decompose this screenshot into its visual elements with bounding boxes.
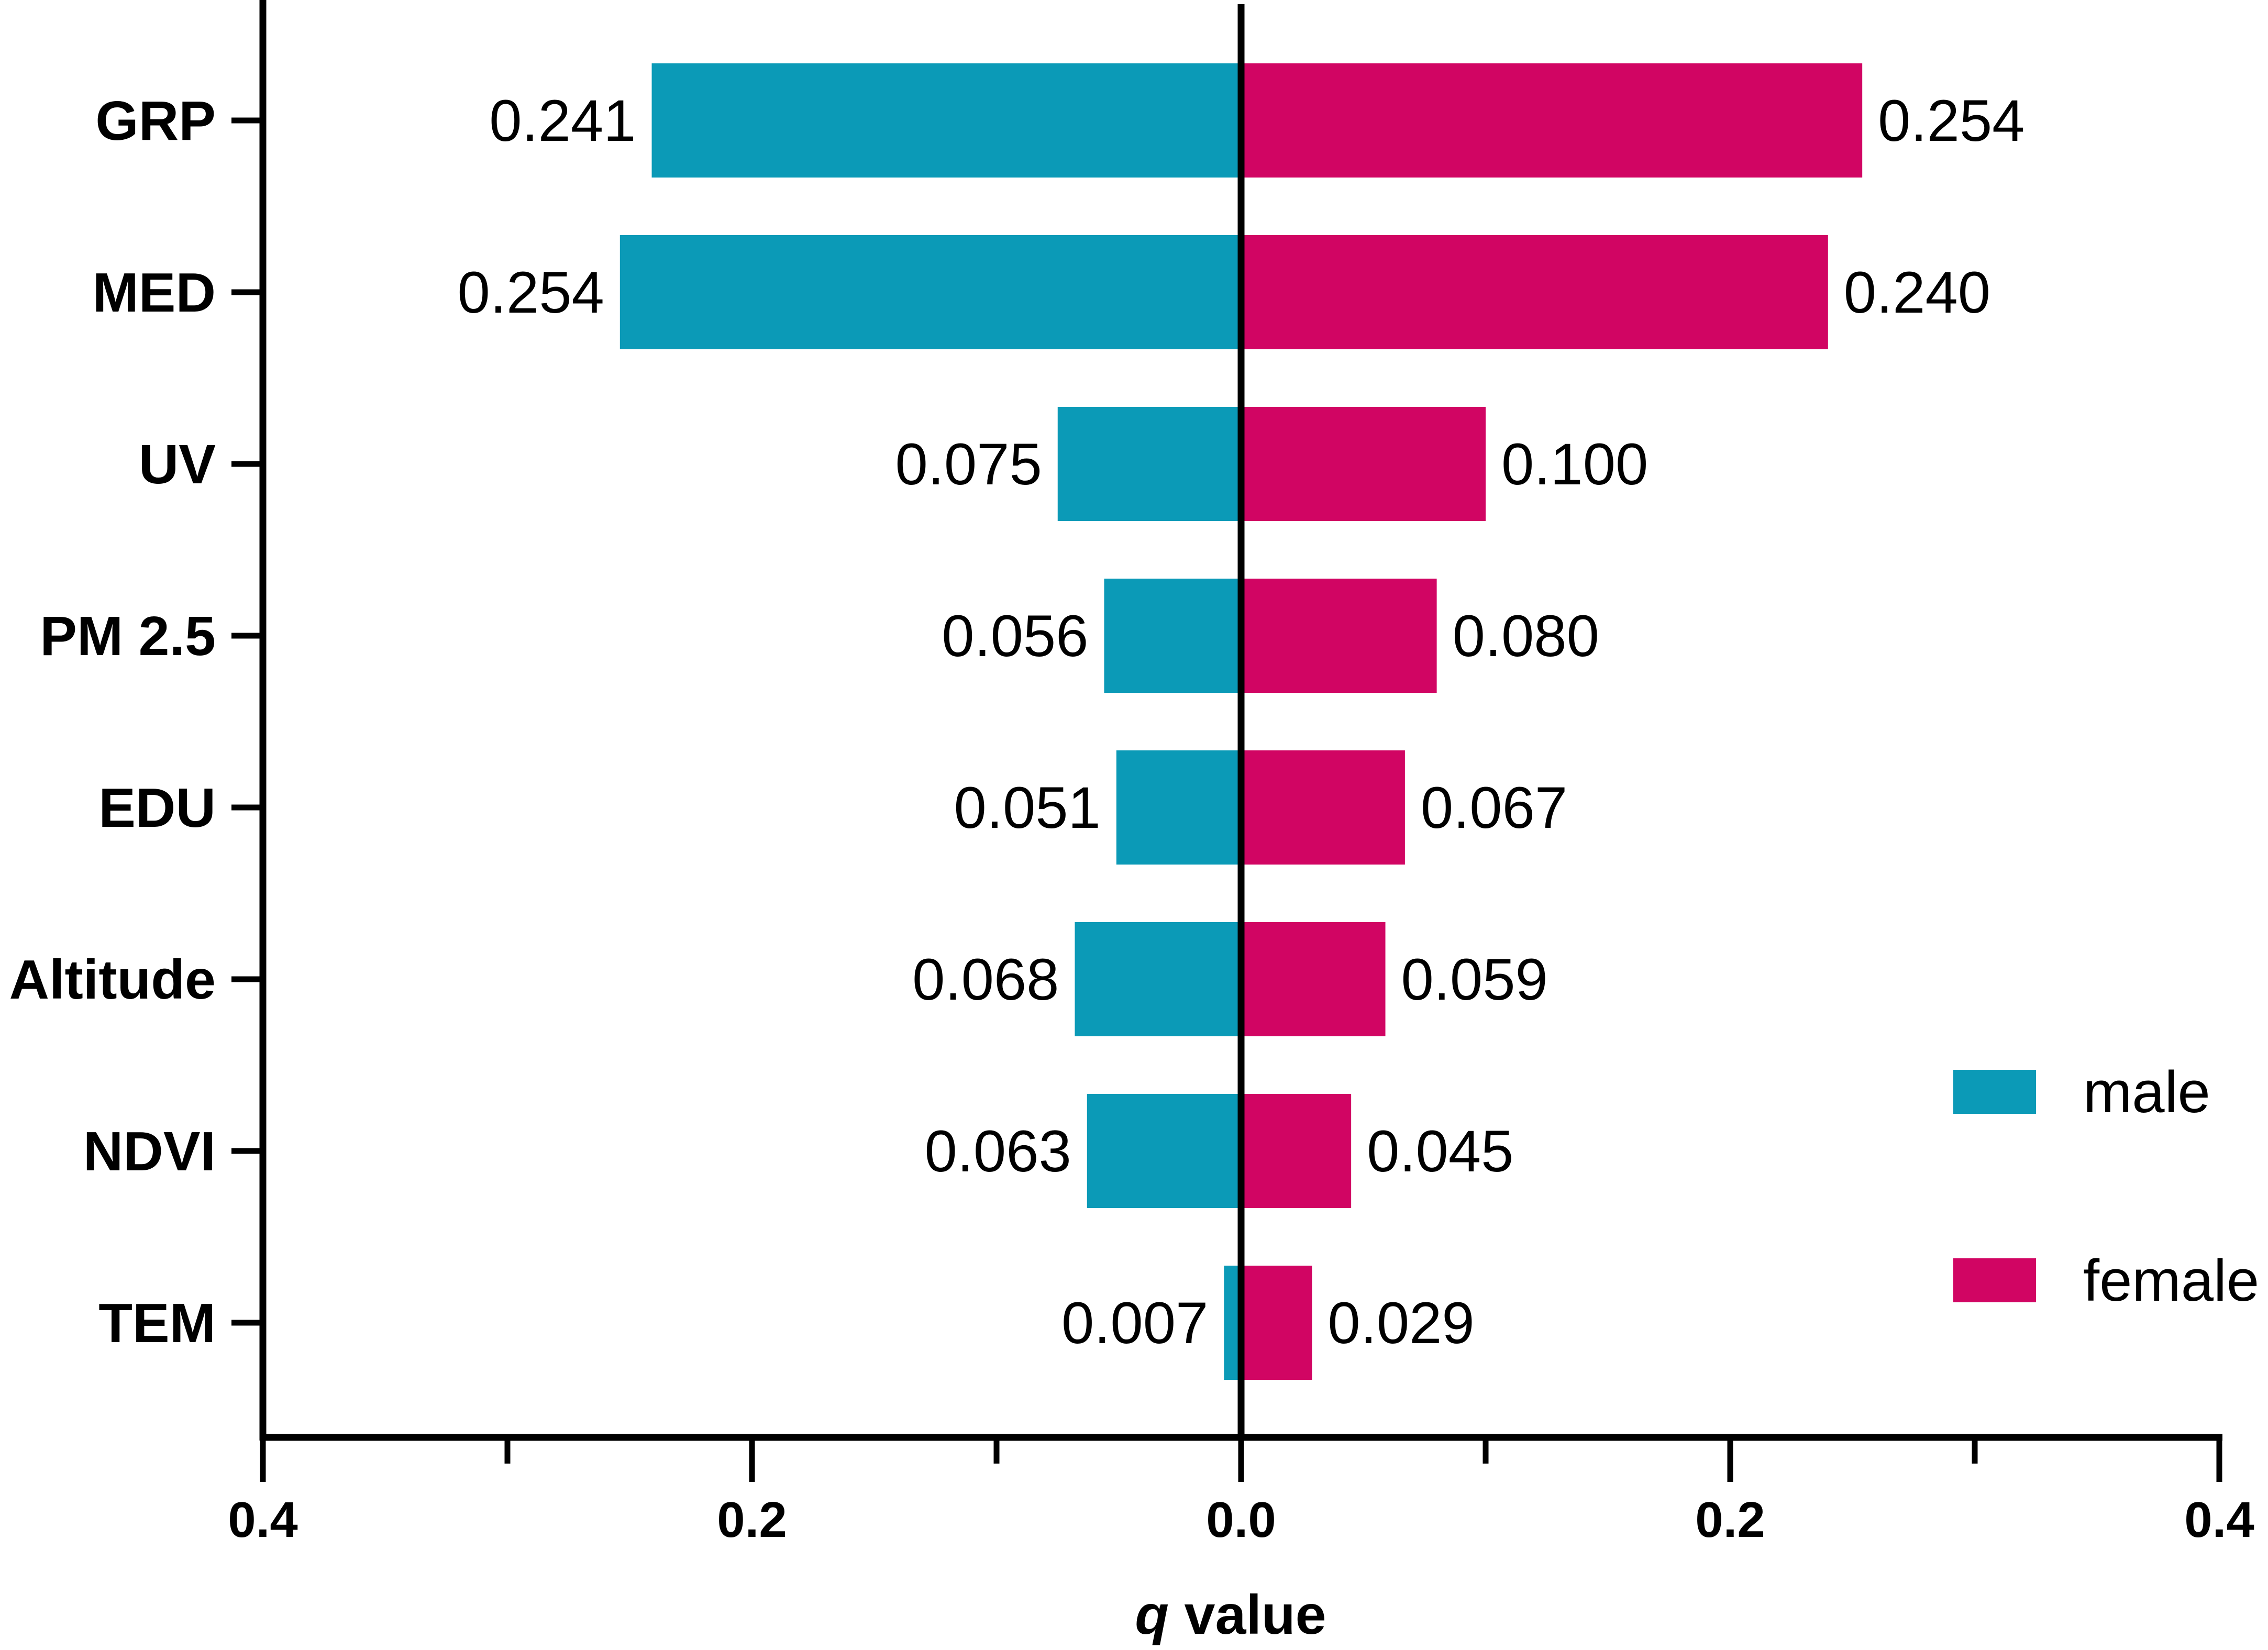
bar-female-1 [1241, 235, 1828, 349]
data-label-male-6: 0.063 [925, 1119, 1071, 1184]
x-tick-label-1: 0.2 [717, 1492, 787, 1548]
x-tick-label-3: 0.2 [1695, 1492, 1765, 1548]
data-label-male-2: 0.075 [895, 431, 1042, 497]
data-label-female-6: 0.045 [1367, 1119, 1513, 1184]
bar-female-0 [1241, 63, 1863, 178]
x-tick-label-0: 0.4 [228, 1492, 297, 1548]
x-axis-title: q value [1135, 1584, 1326, 1646]
data-label-male-4: 0.051 [954, 775, 1101, 840]
category-label-7: TEM [98, 1292, 216, 1354]
data-label-female-4: 0.067 [1421, 775, 1567, 840]
data-label-male-7: 0.007 [1061, 1290, 1208, 1356]
bar-female-3 [1241, 579, 1437, 693]
data-label-female-3: 0.080 [1453, 603, 1599, 669]
x-axis-title-rest: value [1169, 1584, 1326, 1646]
data-label-male-1: 0.254 [458, 260, 604, 325]
legend-label-female: female [2083, 1248, 2259, 1313]
data-label-male-3: 0.056 [942, 603, 1088, 669]
legend-swatch-male [1953, 1070, 2036, 1114]
bar-female-6 [1241, 1094, 1352, 1208]
bar-female-2 [1241, 407, 1486, 521]
data-label-female-1: 0.240 [1844, 260, 1990, 325]
bar-male-0 [651, 63, 1241, 178]
legend-label-male: male [2083, 1059, 2210, 1125]
bar-female-4 [1241, 750, 1405, 865]
bar-male-4 [1116, 750, 1241, 865]
data-label-male-0: 0.241 [489, 88, 636, 153]
data-label-female-2: 0.100 [1501, 431, 1648, 497]
category-label-2: UV [139, 434, 216, 495]
data-label-male-5: 0.068 [912, 947, 1059, 1012]
bar-male-2 [1057, 407, 1241, 521]
category-label-5: Altitude [9, 949, 216, 1011]
category-label-4: EDU [98, 777, 216, 839]
category-label-0: GRP [95, 90, 216, 152]
data-label-female-7: 0.029 [1327, 1290, 1474, 1356]
bar-male-1 [619, 235, 1241, 349]
bar-male-5 [1075, 922, 1241, 1036]
x-tick-label-2: 0.0 [1206, 1492, 1276, 1548]
category-label-6: NDVI [83, 1121, 216, 1182]
legend-swatch-female [1953, 1258, 2036, 1302]
x-tick-label-4: 0.4 [2184, 1492, 2254, 1548]
x-axis-title-q: q [1135, 1584, 1169, 1646]
data-label-female-0: 0.254 [1878, 88, 2024, 153]
bar-male-6 [1087, 1094, 1241, 1208]
category-label-3: PM 2.5 [40, 605, 216, 667]
category-label-1: MED [92, 262, 216, 324]
bar-female-5 [1241, 922, 1386, 1036]
data-label-female-5: 0.059 [1401, 947, 1548, 1012]
bar-male-3 [1104, 579, 1241, 693]
bar-female-7 [1241, 1266, 1312, 1380]
